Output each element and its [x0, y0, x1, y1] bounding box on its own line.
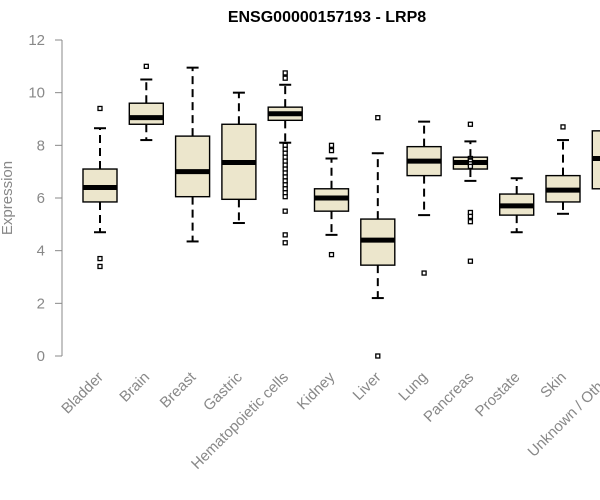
chart-title: ENSG00000157193 - LRP8	[228, 9, 426, 26]
outlier-point	[282, 240, 288, 246]
outlier-point	[282, 75, 288, 81]
outlier-point	[282, 194, 288, 200]
box-iqr	[128, 102, 165, 125]
outlier-point	[328, 147, 335, 154]
box-group	[267, 70, 303, 246]
x-tick-label: Breast	[157, 368, 200, 411]
box-iqr	[174, 135, 211, 198]
outlier-point	[282, 208, 288, 214]
x-tick-label: Gastric	[200, 368, 246, 414]
y-tick-label: 10	[28, 85, 45, 102]
x-tick-label: Pancreas	[420, 369, 477, 426]
x-tick-label: Liver	[350, 369, 385, 404]
box-group	[221, 91, 257, 225]
box-group	[452, 121, 489, 264]
outlier-point	[282, 70, 288, 76]
x-tick-label: Brain	[116, 369, 153, 406]
y-axis: 0 2 4 6 8 10 12	[28, 32, 63, 365]
box-group	[174, 66, 211, 243]
x-tick-label: Prostate	[472, 369, 524, 421]
outlier-point	[467, 163, 474, 170]
box-group	[591, 130, 600, 190]
x-tick-label: Skin	[537, 369, 570, 402]
y-tick-label: 2	[37, 295, 45, 312]
y-axis-label: Expression	[0, 161, 16, 235]
outlier-point	[375, 353, 381, 359]
box-group	[499, 177, 535, 234]
box-series	[82, 63, 600, 359]
y-tick-label: 12	[28, 32, 45, 49]
outlier-point	[282, 232, 288, 238]
x-tick-label: Lung	[395, 369, 431, 405]
outlier-point	[467, 258, 474, 264]
outlier-point	[467, 219, 474, 225]
outlier-point	[467, 121, 474, 127]
outlier-point	[328, 251, 335, 258]
box-group	[82, 105, 118, 270]
outlier-point	[421, 270, 427, 276]
x-tick-label: Kidney	[294, 368, 339, 413]
box-group	[545, 124, 581, 215]
y-tick-label: 8	[37, 137, 45, 154]
box-group	[406, 120, 442, 276]
y-tick-label: 6	[37, 190, 45, 207]
y-tick-label: 0	[37, 348, 45, 365]
box-group	[360, 115, 396, 359]
outlier-point	[375, 115, 381, 121]
outlier-point	[143, 63, 149, 69]
outlier-point	[97, 255, 103, 262]
x-tick-label: Bladder	[58, 369, 107, 418]
outlier-point	[97, 263, 103, 270]
outlier-point	[560, 124, 566, 130]
box-group	[128, 63, 165, 142]
outlier-point	[97, 105, 103, 112]
outlier-point	[328, 142, 335, 148]
y-tick-label: 4	[37, 243, 45, 260]
box-group	[313, 142, 350, 258]
outlier-point	[467, 213, 474, 220]
